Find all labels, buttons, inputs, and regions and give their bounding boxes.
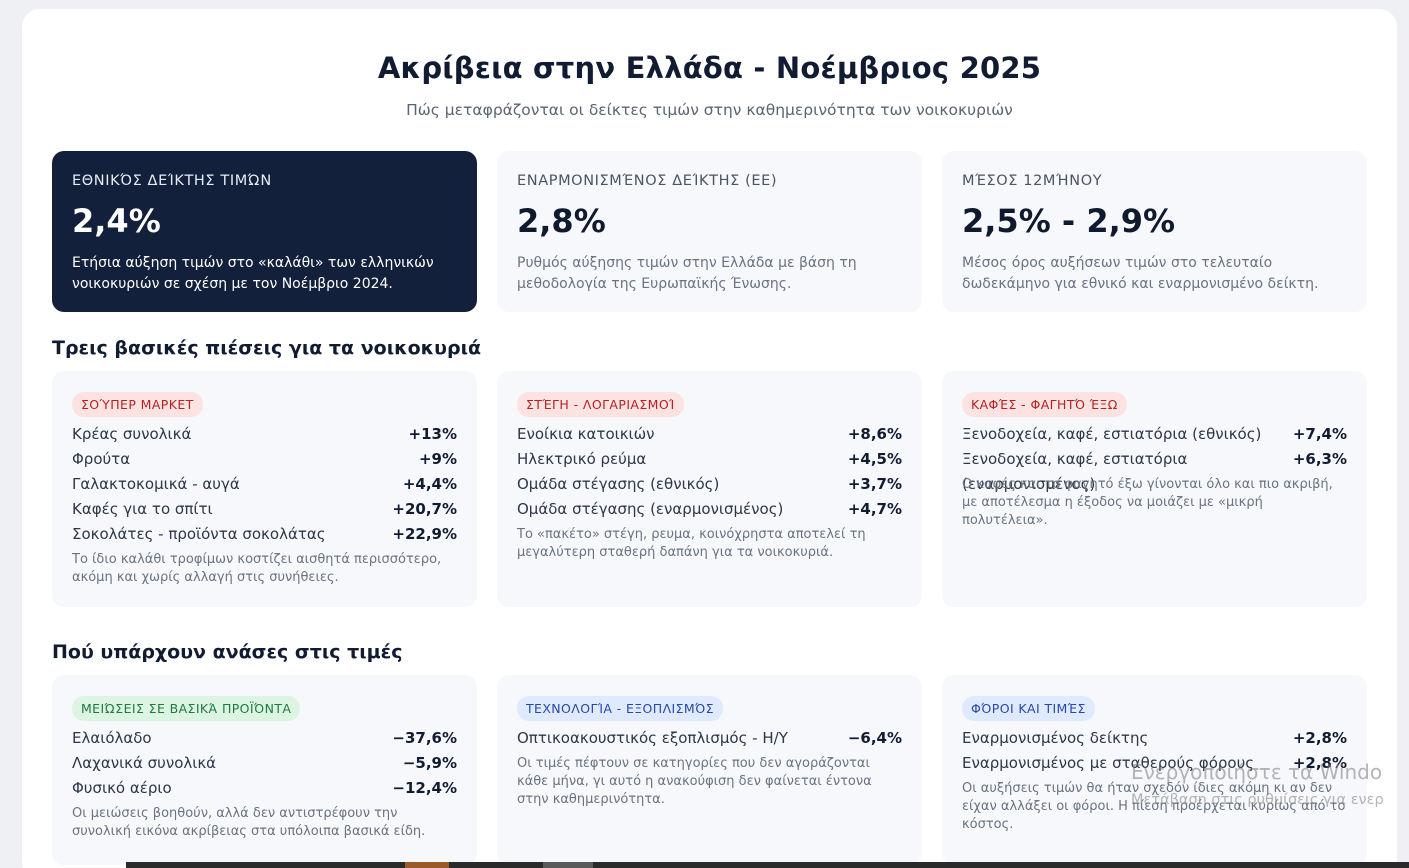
row-value: +9% xyxy=(418,450,457,468)
row-value: +4,4% xyxy=(402,475,457,493)
category-badge: ΣΟΎΠΕΡ ΜΑΡΚΕΤ xyxy=(72,392,203,417)
windows-activation-watermark-title: Ενεργοποιήστε τα Windo xyxy=(1131,760,1383,784)
kpi-label: ΕΝΑΡΜΟΝΙΣΜΈΝΟΣ ΔΕΊΚΤΗΣ (ΕΕ) xyxy=(517,173,778,189)
row-value: +4,5% xyxy=(847,450,902,468)
row-value: +13% xyxy=(408,425,457,443)
price-row: Καφές για το σπίτι +20,7% xyxy=(72,497,457,522)
card-housing-bills: ΣΤΈΓΗ - ΛΟΓΑΡΙΑΣΜΟΊ Ενοίκια κατοικιών +8,… xyxy=(497,371,922,607)
price-row: Εναρμονισμένος με σταθερούς φόρους +2,8% xyxy=(962,751,1347,776)
taskbar-app-icon[interactable] xyxy=(543,862,593,868)
price-row: Ομάδα στέγασης (εθνικός) +3,7% xyxy=(517,472,902,497)
kpi-description: Ρυθμός αύξησης τιμών στην Ελλάδα με βάση… xyxy=(517,255,857,292)
page-title: Ακρίβεια στην Ελλάδα - Νοέμβριος 2025 xyxy=(377,51,1042,85)
price-row: Λαχανικά συνολικά −5,9% xyxy=(72,751,457,776)
windows-activation-watermark-subtitle: Μετάβαση στις ρυθμίσεις για ενερ xyxy=(1131,792,1384,808)
price-row: Φρούτα +9% xyxy=(72,447,457,472)
category-badge: ΦΌΡΟΙ ΚΑΙ ΤΙΜΈΣ xyxy=(962,696,1095,721)
price-row: Σοκολάτες - προϊόντα σοκολάτας +22,9% xyxy=(72,522,457,547)
section-title-pressures: Τρεις βασικές πιέσεις για τα νοικοκυριά xyxy=(52,337,482,359)
row-value: +7,4% xyxy=(1292,425,1347,443)
price-row: Ελαιόλαδο −37,6% xyxy=(72,726,457,751)
card-technology-equipment: ΤΕΧΝΟΛΟΓΊΑ - ΕΞΟΠΛΙΣΜΌΣ Οπτικοακουστικός… xyxy=(497,675,922,865)
card-note: Οι αυξήσεις τιμών θα ήταν σχεδόν ίδιες α… xyxy=(962,781,1346,832)
price-row: Ομάδα στέγασης (εναρμονισμένος) +4,7% xyxy=(517,497,902,522)
price-row: Γαλακτοκομικά - αυγά +4,4% xyxy=(72,472,457,497)
category-badge: ΣΤΈΓΗ - ΛΟΓΑΡΙΑΣΜΟΊ xyxy=(517,392,684,417)
row-label: Σοκολάτες - προϊόντα σοκολάτας xyxy=(72,525,326,543)
price-row: Ηλεκτρικό ρεύμα +4,5% xyxy=(517,447,902,472)
price-row: Ξενοδοχεία, καφέ, εστιατόρια (εναρμονισμ… xyxy=(962,447,1347,493)
card-note: Το «πακέτο» στέγη, ρευμα, κοινόχρηστα απ… xyxy=(517,527,866,560)
taskbar-app-icon[interactable] xyxy=(405,862,449,868)
page-subtitle: Πώς μεταφράζονται οι δείκτες τιμών στην … xyxy=(406,101,1013,119)
row-label: Φρούτα xyxy=(72,450,131,468)
kpi-value: 2,5% - 2,9% xyxy=(962,202,1176,240)
price-row: Εναρμονισμένος δείκτης +2,8% xyxy=(962,726,1347,751)
row-label: Γαλακτοκομικά - αυγά xyxy=(72,475,240,493)
price-row: Φυσικό αέριο −12,4% xyxy=(72,776,457,801)
row-value: +20,7% xyxy=(392,500,457,518)
row-label: Ηλεκτρικό ρεύμα xyxy=(517,450,647,468)
row-value: +2,8% xyxy=(1292,729,1347,747)
row-label: Ομάδα στέγασης (εναρμονισμένος) xyxy=(517,500,784,518)
row-value: +6,3% xyxy=(1292,450,1347,468)
section-title-relief: Πού υπάρχουν ανάσες στις τιμές xyxy=(52,641,403,663)
row-label: Φυσικό αέριο xyxy=(72,779,172,797)
card-supermarket: ΣΟΎΠΕΡ ΜΑΡΚΕΤ Κρέας συνολικά +13% Φρούτα +… xyxy=(52,371,477,607)
card-note: Ο καφές και το φαγητό έξω γίνονται όλο κ… xyxy=(962,477,1333,528)
category-badge: ΜΕΙΏΣΕΙΣ ΣΕ ΒΑΣΙΚΆ ΠΡΟΪΌΝΤΑ xyxy=(72,696,301,721)
card-note: Οι τιμές πέφτουν σε κατηγορίες που δεν α… xyxy=(517,756,872,807)
row-value: +4,7% xyxy=(847,500,902,518)
price-row: Ξενοδοχεία, καφέ, εστιατόρια (εθνικός) +7… xyxy=(962,422,1347,447)
row-value: −6,4% xyxy=(847,729,902,747)
card-note: Το ίδιο καλάθι τροφίμων κοστίζει αισθητά… xyxy=(72,552,442,585)
card-taxes-prices: ΦΌΡΟΙ ΚΑΙ ΤΙΜΈΣ Εναρμονισμένος δείκτης +2… xyxy=(942,675,1367,865)
taskbar-strip xyxy=(126,862,1409,868)
price-row: Οπτικοακουστικός εξοπλισμός - Η/Υ −6,4% xyxy=(517,726,902,751)
row-label: Κρέας συνολικά xyxy=(72,425,192,443)
row-label: Εναρμονισμένος με σταθερούς φόρους xyxy=(962,754,1255,772)
category-badge: ΤΕΧΝΟΛΟΓΊΑ - ΕΞΟΠΛΙΣΜΌΣ xyxy=(517,696,723,721)
kpi-national-index: ΕΘΝΙΚΌΣ ΔΕΊΚΤΗΣ ΤΙΜΏΝ 2,4% Ετήσια αύξηση… xyxy=(52,151,477,312)
row-label: Καφές για το σπίτι xyxy=(72,500,213,518)
card-note: Οι μειώσεις βοηθούν, αλλά δεν αντιστρέφο… xyxy=(72,806,426,839)
kpi-value: 2,8% xyxy=(517,202,606,240)
row-value: −37,6% xyxy=(392,729,457,747)
price-row: Ενοίκια κατοικιών +8,6% xyxy=(517,422,902,447)
kpi-value: 2,4% xyxy=(72,202,161,240)
row-label: Ελαιόλαδο xyxy=(72,729,152,747)
row-value: +8,6% xyxy=(847,425,902,443)
row-label: Ξενοδοχεία, καφέ, εστιατόρια (εναρμονισμ… xyxy=(962,450,1188,493)
kpi-label: ΕΘΝΙΚΌΣ ΔΕΊΚΤΗΣ ΤΙΜΏΝ xyxy=(72,173,272,189)
row-label: Ενοίκια κατοικιών xyxy=(517,425,655,443)
row-value: +22,9% xyxy=(392,525,457,543)
row-value: −12,4% xyxy=(392,779,457,797)
row-label: Λαχανικά συνολικά xyxy=(72,754,217,772)
row-label: Ομάδα στέγασης (εθνικός) xyxy=(517,475,720,493)
row-label: Ξενοδοχεία, καφέ, εστιατόρια (εθνικός) xyxy=(962,425,1262,443)
row-value: −5,9% xyxy=(402,754,457,772)
kpi-label: ΜΈΣΟΣ 12ΜΉΝΟΥ xyxy=(962,173,1103,189)
row-value: +2,8% xyxy=(1292,754,1347,772)
kpi-description: Ετήσια αύξηση τιμών στο «καλάθι» των ελλ… xyxy=(72,255,434,292)
category-badge: ΚΑΦΈΣ - ΦΑΓΗΤΌ ΈΞΩ xyxy=(962,392,1127,417)
price-row: Κρέας συνολικά +13% xyxy=(72,422,457,447)
kpi-harmonised-index: ΕΝΑΡΜΟΝΙΣΜΈΝΟΣ ΔΕΊΚΤΗΣ (ΕΕ) 2,8% Ρυθμός … xyxy=(497,151,922,312)
card-coffee-eating-out: ΚΑΦΈΣ - ΦΑΓΗΤΌ ΈΞΩ Ξενοδοχεία, καφέ, εστ… xyxy=(942,371,1367,607)
kpi-description: Μέσος όρος αυξήσεων τιμών στο τελευταίο … xyxy=(962,255,1319,292)
card-basic-product-decreases: ΜΕΙΏΣΕΙΣ ΣΕ ΒΑΣΙΚΆ ΠΡΟΪΌΝΤΑ Ελαιόλαδο −37… xyxy=(52,675,477,865)
row-value: +3,7% xyxy=(847,475,902,493)
row-label: Οπτικοακουστικός εξοπλισμός - Η/Υ xyxy=(517,729,788,747)
row-label: Εναρμονισμένος δείκτης xyxy=(962,729,1149,747)
kpi-12-month-average: ΜΈΣΟΣ 12ΜΉΝΟΥ 2,5% - 2,9% Μέσος όρος αυξ… xyxy=(942,151,1367,312)
